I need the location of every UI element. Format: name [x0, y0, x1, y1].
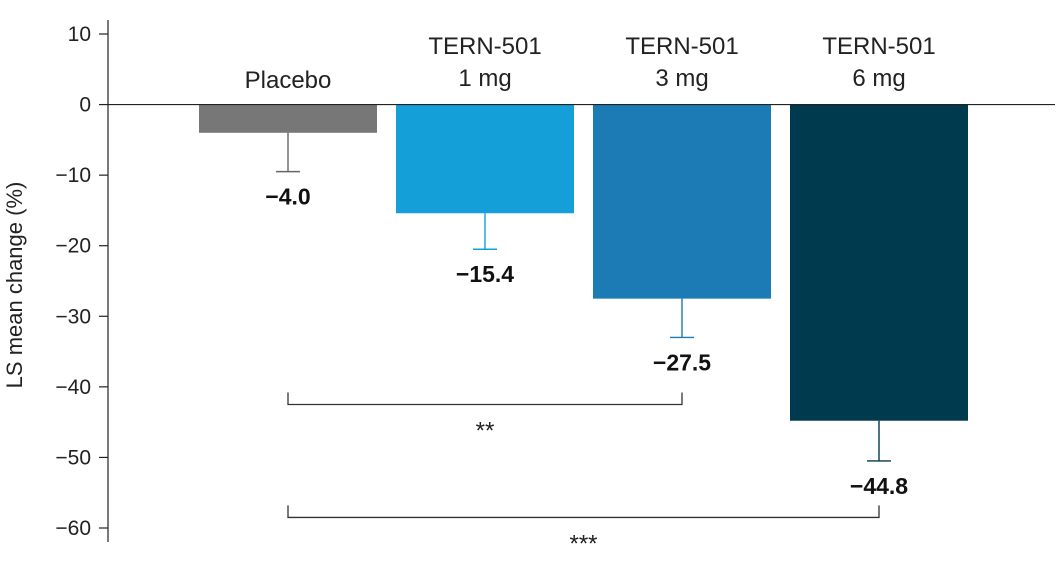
category-labels: Placebo TERN-501 1 mg TERN-501 3 mg TERN-501 6…	[245, 33, 936, 94]
significance-bracket	[287, 505, 880, 519]
bars	[199, 104, 968, 421]
category-label: 3 mg	[655, 65, 708, 92]
data-label: −44.8	[850, 473, 908, 499]
y-tick-label: 0	[79, 94, 91, 117]
category-label: TERN-501	[822, 33, 935, 60]
category-label: TERN-501	[625, 33, 738, 60]
category-label: TERN-501	[428, 33, 541, 60]
error-bars	[276, 132, 891, 462]
bar	[593, 104, 771, 299]
significance-bracket	[287, 392, 683, 406]
y-tick-label: −30	[55, 305, 91, 328]
significance-brackets: *****	[287, 392, 880, 557]
y-axis: 10 0 −10 −20 −30 −40 −50 −60	[55, 20, 109, 542]
data-label: −27.5	[653, 349, 711, 375]
bar	[790, 104, 968, 421]
category-label: 1 mg	[458, 65, 511, 92]
bar	[199, 104, 377, 133]
category-label: Placebo	[245, 67, 332, 94]
value-labels: −4.0 −15.4 −27.5 −44.8	[265, 184, 908, 499]
bar	[396, 104, 574, 214]
category-label: 6 mg	[852, 65, 905, 92]
y-tick-label: −50	[55, 446, 91, 469]
y-tick-label: 10	[68, 23, 91, 46]
y-tick-label: −40	[55, 376, 91, 399]
significance-label: ***	[569, 530, 597, 557]
significance-label: **	[476, 418, 495, 445]
data-label: −4.0	[265, 184, 310, 210]
y-tick-label: −60	[55, 517, 91, 540]
data-label: −15.4	[456, 261, 514, 287]
y-tick-label: −10	[55, 164, 91, 187]
y-axis-title: LS mean change (%)	[2, 182, 27, 389]
y-tick-label: −20	[55, 235, 91, 258]
